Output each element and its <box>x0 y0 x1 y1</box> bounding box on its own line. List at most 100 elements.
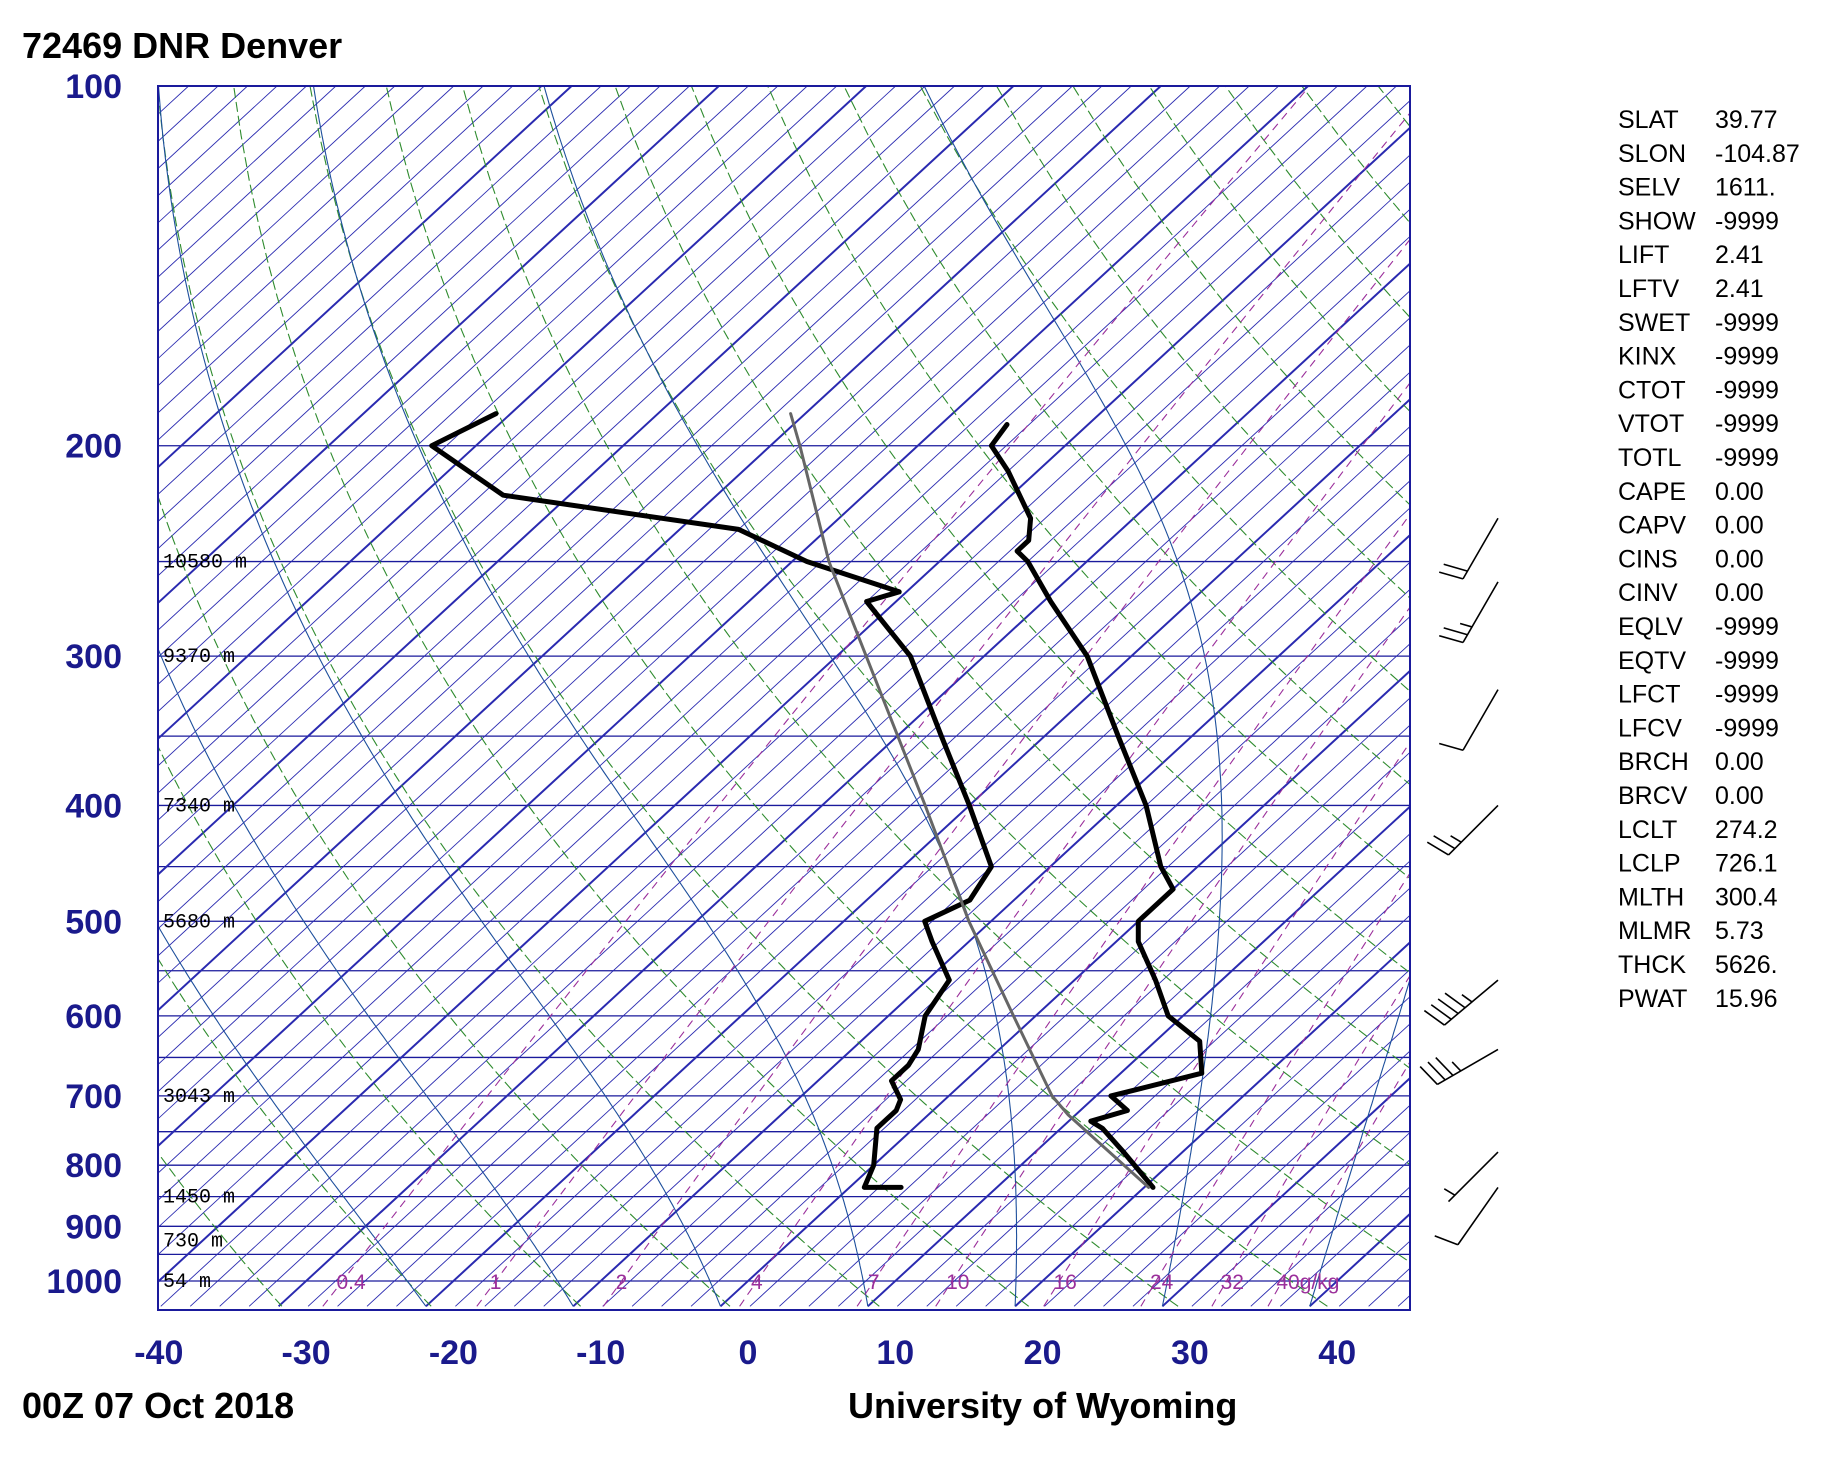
isotherm-line <box>366 344 1410 1307</box>
isotherm-line <box>779 724 1410 1307</box>
height-label: 730 m <box>163 1231 223 1254</box>
pressure-tick-label: 900 <box>65 1208 122 1246</box>
mixing-ratio-line <box>1140 872 1410 1307</box>
isotherm-line <box>158 86 1250 1093</box>
index-key: TOTL <box>1618 444 1682 472</box>
isotherm-line <box>158 100 1410 1256</box>
height-labels: 10580 m 9370 m 7340 m 5680 m 3043 m 1450 m 730… <box>163 552 247 1294</box>
sounding-traces <box>429 411 1205 1190</box>
pressure-tick-label: 300 <box>65 638 122 676</box>
isotherm-line <box>749 697 1410 1307</box>
plot-area <box>158 86 1410 1308</box>
observation-time: 00Z 07 Oct 2018 <box>22 1385 294 1426</box>
isotherm-line <box>158 86 838 713</box>
index-key: BRCH <box>1618 748 1689 776</box>
moist-adiabat-line <box>1309 977 1410 1307</box>
dry-adiabat-lines <box>158 86 1410 1307</box>
isotherm-line <box>158 86 189 115</box>
pressure-tick-label: 200 <box>65 428 122 466</box>
isotherm-line <box>337 317 1410 1307</box>
isotherm-line <box>158 86 1220 1066</box>
mixing-ratio-lines <box>322 86 1410 1307</box>
isotherm-line <box>1161 1076 1410 1308</box>
temperature-tick-label: -30 <box>282 1334 331 1372</box>
wind-barb-feather <box>1444 992 1466 1009</box>
index-key: VTOT <box>1618 410 1684 438</box>
index-value: 5626. <box>1715 951 1778 979</box>
dry-adiabat-line <box>538 86 1410 1166</box>
isotherm-line <box>158 126 1410 1284</box>
isotherm-line <box>158 86 955 821</box>
height-label: 7340 m <box>163 795 235 818</box>
wind-barb-feather <box>1443 563 1468 572</box>
station-title: 72469 DNR Denver <box>22 25 342 66</box>
isotherm-line <box>158 86 278 197</box>
isotherm-line <box>455 425 1410 1307</box>
isotherm-line <box>484 453 1410 1307</box>
isotherm-line <box>396 371 1410 1307</box>
mixing-ratio-label: 10 <box>946 1271 969 1294</box>
wind-barb <box>1438 517 1499 580</box>
dry-adiabat-line <box>462 86 1410 1263</box>
isotherm-line <box>1132 1050 1410 1307</box>
mixing-ratio-label: 2 <box>616 1271 628 1294</box>
isotherm-line <box>602 561 1410 1307</box>
isotherm-line <box>955 887 1410 1307</box>
dry-adiabat-line <box>309 86 1179 1307</box>
index-key: EQLV <box>1618 613 1683 641</box>
index-key: LCLP <box>1618 850 1681 878</box>
index-value: 0.00 <box>1715 478 1764 506</box>
mixing-ratio-label: 7 <box>868 1271 880 1294</box>
index-value: -9999 <box>1715 681 1779 709</box>
temperature-tick-label: 10 <box>876 1334 914 1372</box>
index-key: LIFT <box>1618 241 1669 269</box>
height-label: 3043 m <box>163 1086 235 1109</box>
isotherm-line <box>158 86 337 251</box>
index-key: SHOW <box>1618 207 1696 235</box>
moist-adiabat-line <box>158 86 722 1307</box>
wind-barb <box>1438 581 1499 644</box>
index-key: KINX <box>1618 343 1677 371</box>
isotherm-line <box>158 86 1309 1148</box>
index-value: 0.00 <box>1715 748 1764 776</box>
wind-barbs <box>1419 517 1499 1246</box>
isotherm-line <box>158 86 1073 930</box>
mixing-ratio-label: 24 <box>1150 1271 1174 1294</box>
dry-adiabat-line <box>233 86 1030 1307</box>
index-key: SLON <box>1618 140 1686 168</box>
wind-barb-half-feather <box>1443 1188 1456 1196</box>
isotherm-line <box>158 86 1162 1012</box>
isotherm-line <box>1014 941 1410 1308</box>
index-value: -9999 <box>1715 376 1779 404</box>
wind-barb-feather <box>1430 1004 1452 1020</box>
index-value: 0.00 <box>1715 579 1764 607</box>
isotherm-line <box>189 181 1410 1307</box>
wind-barb-feather <box>1434 1235 1459 1246</box>
index-key: BRCV <box>1618 782 1688 810</box>
mixing-ratio-line <box>1211 974 1410 1307</box>
index-value: 2.41 <box>1715 275 1764 303</box>
wind-barb-feather <box>1438 571 1464 580</box>
wind-barb-staff <box>1462 517 1499 580</box>
isotherm-line <box>158 86 307 224</box>
isotherm-line <box>158 86 896 767</box>
isotherm-line <box>158 86 808 686</box>
isotherm-line <box>158 86 1015 876</box>
index-key: CINS <box>1618 545 1678 573</box>
mixing-ratio-line <box>1043 741 1410 1307</box>
dry-adiabat-line <box>690 86 1410 974</box>
index-key: SLAT <box>1618 106 1679 134</box>
wind-barb <box>1438 689 1499 752</box>
isotherm-line <box>631 588 1410 1307</box>
plot-frame <box>157 85 1411 1311</box>
isotherm-line <box>1073 996 1410 1307</box>
pressure-tick-label: 600 <box>65 998 122 1036</box>
isotherm-line <box>425 397 1410 1308</box>
index-key: EQTV <box>1618 647 1686 675</box>
moist-adiabat-line <box>543 86 1018 1307</box>
data-source: University of Wyoming <box>848 1385 1237 1426</box>
isotherm-line <box>926 860 1410 1307</box>
isotherm-line <box>867 805 1410 1308</box>
dry-adiabat-line <box>158 494 731 1307</box>
